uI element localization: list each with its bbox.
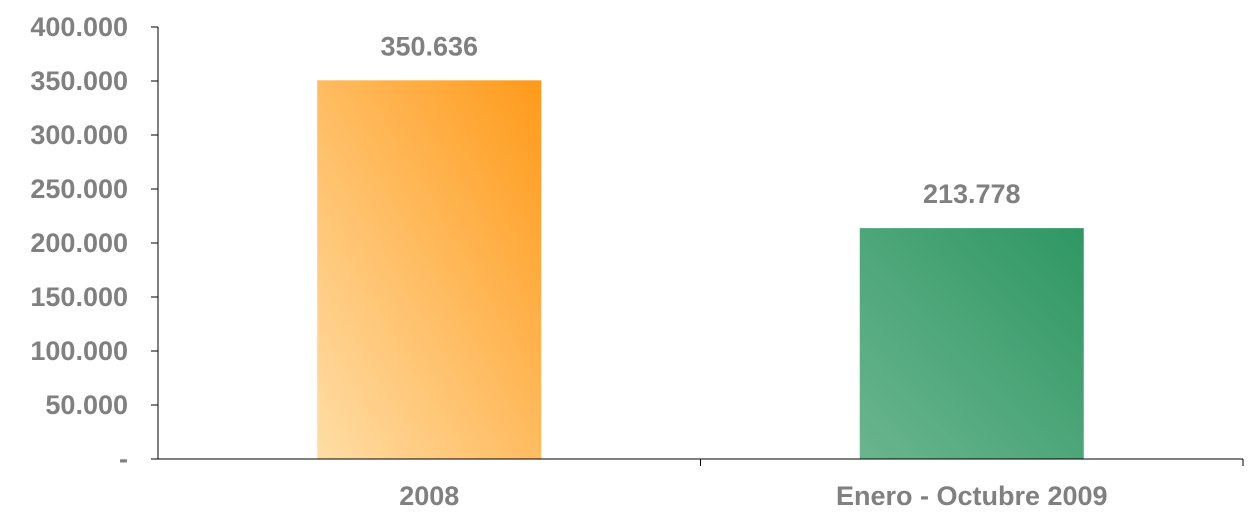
bars bbox=[317, 80, 1084, 460]
y-tick-label: 250.000 bbox=[30, 174, 128, 204]
data-labels: 350.636 213.778 bbox=[380, 31, 1020, 209]
y-tick-label: 200.000 bbox=[30, 228, 128, 258]
y-tick-label: 350.000 bbox=[30, 66, 128, 96]
y-axis-tick-labels: - 50.000 100.000 150.000 200.000 250.000 300.0… bbox=[30, 12, 128, 474]
y-tick-label: 400.000 bbox=[30, 12, 128, 42]
category-label-2: Enero - Octubre 2009 bbox=[836, 481, 1108, 511]
y-tick-label: - bbox=[119, 444, 128, 474]
bar-1 bbox=[317, 80, 542, 460]
category-label-1: 2008 bbox=[399, 481, 459, 511]
y-tick-label: 100.000 bbox=[30, 336, 128, 366]
bar-2 bbox=[859, 228, 1084, 459]
y-axis-ticks bbox=[151, 26, 158, 460]
y-tick-label: 50.000 bbox=[45, 390, 128, 420]
data-label-2: 213.778 bbox=[923, 179, 1021, 209]
y-tick-label: 300.000 bbox=[30, 120, 128, 150]
data-label-1: 350.636 bbox=[380, 31, 478, 61]
x-axis-category-labels: 2008 Enero - Octubre 2009 bbox=[399, 481, 1107, 511]
y-tick-label: 150.000 bbox=[30, 282, 128, 312]
x-axis-ticks bbox=[700, 459, 1244, 466]
